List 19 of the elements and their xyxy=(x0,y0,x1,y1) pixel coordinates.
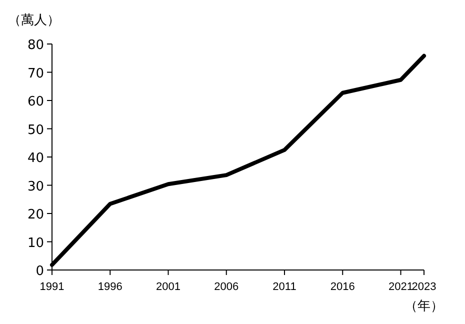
y-tick-label: 60 xyxy=(27,94,44,110)
y-axis-title: （萬人） xyxy=(8,13,60,28)
x-tick-label: 2001 xyxy=(156,281,180,293)
y-tick-label: 30 xyxy=(27,179,44,194)
y-tick-label: 20 xyxy=(27,208,44,222)
x-tick-label: 1991 xyxy=(40,281,64,293)
y-tick-label: 70 xyxy=(27,66,44,82)
y-tick-label: 0 xyxy=(36,264,44,279)
y-tick-label: 40 xyxy=(27,151,44,166)
y-tick-label: 10 xyxy=(27,236,44,251)
x-tick-label: 2011 xyxy=(272,281,296,293)
x-tick-label: 2006 xyxy=(214,281,239,293)
x-tick-label: 2016 xyxy=(330,281,355,293)
y-tick-label: 50 xyxy=(27,122,44,138)
x-axis-title: （年） xyxy=(404,299,444,314)
y-tick-label: 80 xyxy=(27,38,44,53)
x-tick-label: 2021 xyxy=(388,281,413,293)
x-tick-label: 1996 xyxy=(98,281,122,293)
x-tick-label: 2023 xyxy=(412,281,436,293)
